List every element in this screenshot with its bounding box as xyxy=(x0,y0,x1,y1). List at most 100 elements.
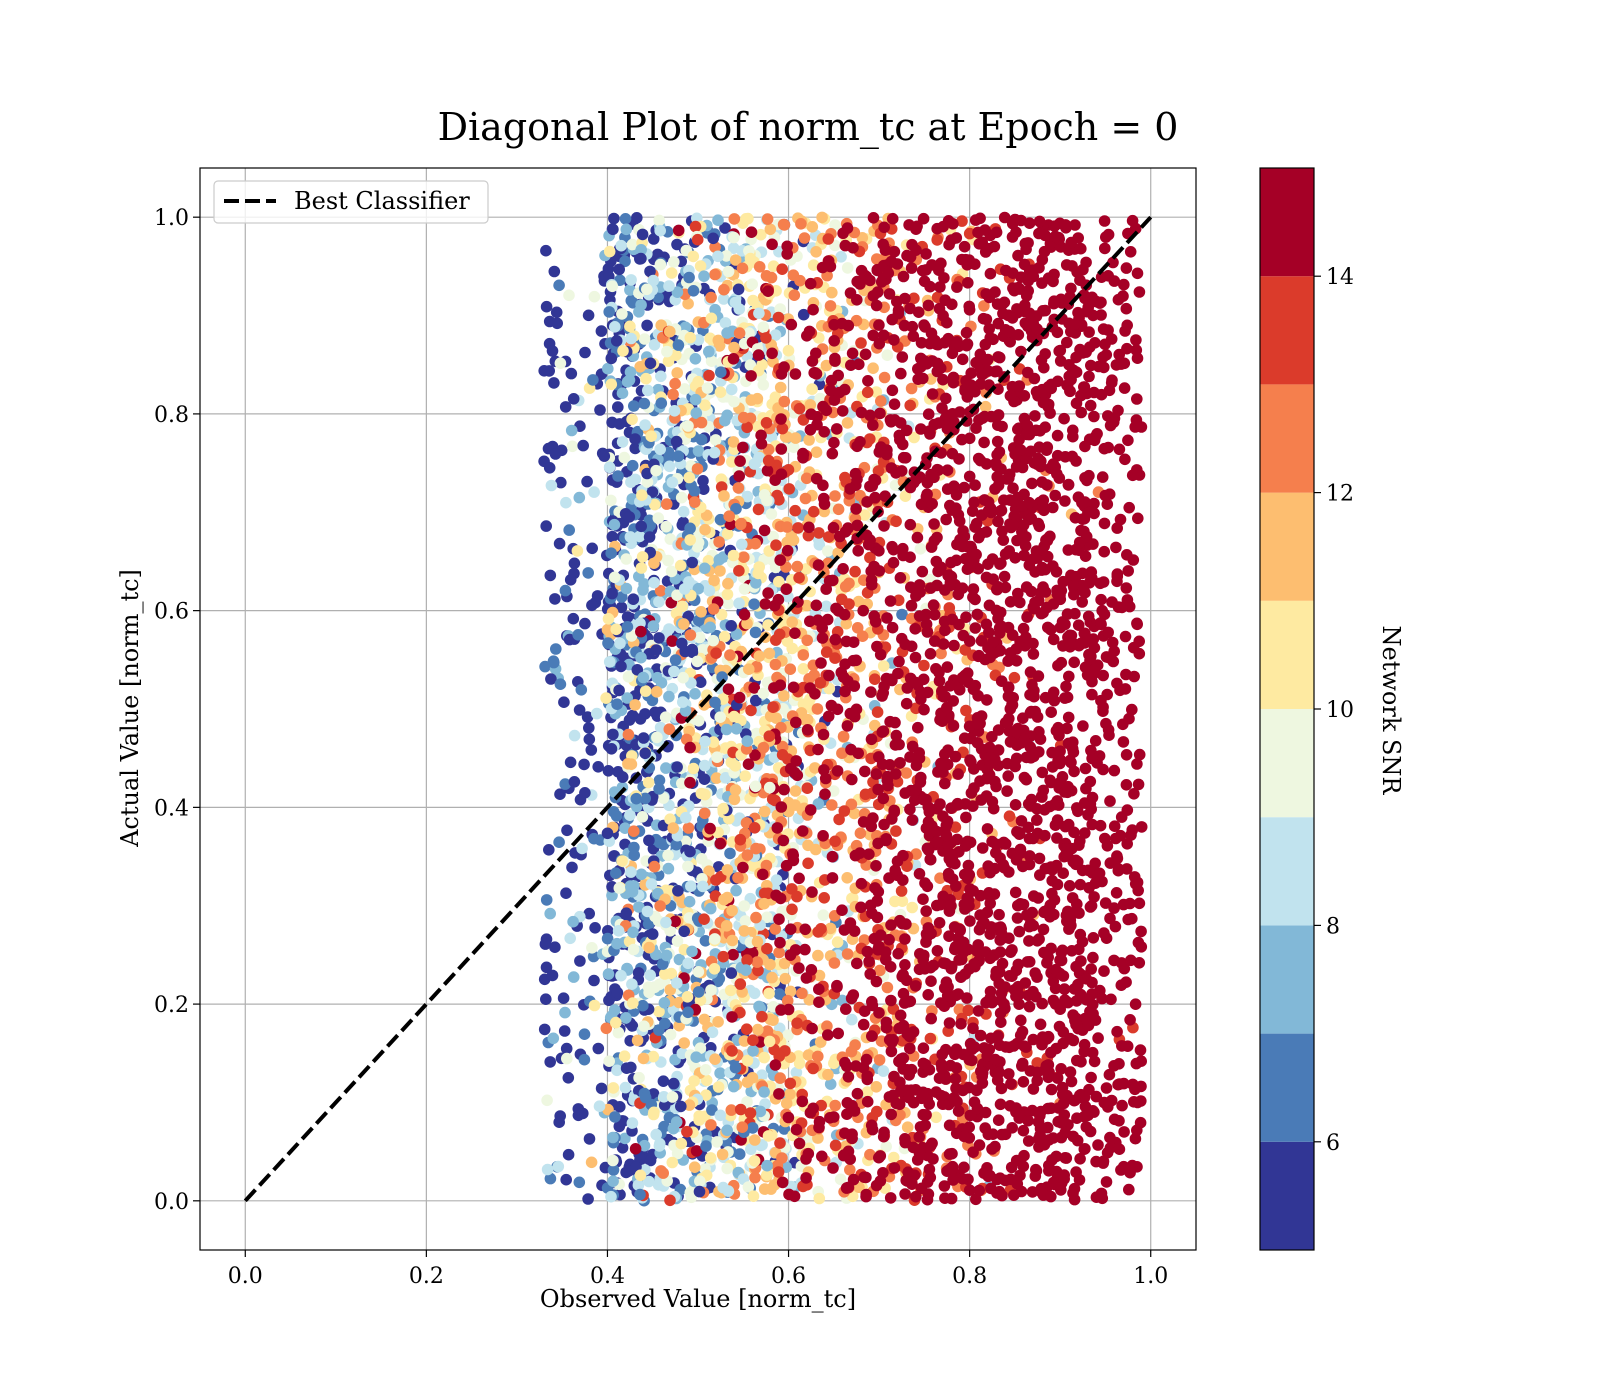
scatter-point xyxy=(1009,760,1021,773)
scatter-point xyxy=(899,490,912,503)
scatter-point xyxy=(871,706,884,718)
scatter-point xyxy=(835,250,847,263)
scatter-point xyxy=(793,872,805,885)
scatter-point xyxy=(893,655,905,668)
scatter-point xyxy=(885,673,897,686)
scatter-point xyxy=(756,358,768,371)
scatter-point xyxy=(1003,1068,1015,1080)
scatter-point xyxy=(920,264,932,276)
scatter-point xyxy=(952,768,964,780)
scatter-point xyxy=(662,355,675,368)
scatter-point xyxy=(815,657,827,669)
scatter-point xyxy=(619,838,631,851)
scatter-point xyxy=(803,521,815,534)
scatter-point xyxy=(647,1050,660,1063)
scatter-point xyxy=(811,703,824,715)
scatter-point xyxy=(983,291,996,304)
scatter-point xyxy=(948,639,960,652)
scatter-point xyxy=(719,222,731,234)
scatter-point xyxy=(826,850,839,863)
scatter-point xyxy=(854,827,867,839)
scatter-point xyxy=(921,880,934,893)
scatter-point xyxy=(1047,501,1059,514)
scatter-point xyxy=(913,1147,926,1159)
scatter-point xyxy=(1036,997,1048,1010)
scatter-point xyxy=(1047,686,1060,699)
scatter-point xyxy=(828,436,840,449)
scatter-point xyxy=(682,297,694,310)
scatter-point xyxy=(540,993,552,1005)
scatter-point xyxy=(841,720,854,732)
scatter-point xyxy=(968,958,980,970)
scatter-point xyxy=(636,811,649,823)
scatter-point xyxy=(549,448,562,460)
scatter-point xyxy=(789,627,801,639)
scatter-point xyxy=(889,768,902,780)
scatter-point xyxy=(687,250,700,263)
scatter-point xyxy=(741,490,754,503)
scatter-point xyxy=(684,741,696,754)
scatter-point xyxy=(829,490,841,502)
scatter-point xyxy=(1085,963,1097,975)
scatter-point xyxy=(846,347,859,360)
scatter-point xyxy=(1059,495,1071,507)
scatter-point xyxy=(906,814,919,826)
scatter-point xyxy=(851,1087,864,1100)
scatter-point xyxy=(1003,810,1016,822)
scatter-point xyxy=(889,864,901,877)
scatter-point xyxy=(729,254,742,266)
scatter-point xyxy=(897,874,909,886)
scatter-point xyxy=(1035,354,1048,366)
scatter-point xyxy=(981,823,994,835)
scatter-point xyxy=(664,1028,677,1041)
scatter-point xyxy=(557,992,570,1004)
scatter-point xyxy=(940,1043,952,1056)
scatter-point xyxy=(621,692,633,704)
scatter-point xyxy=(1101,498,1114,511)
scatter-point xyxy=(653,214,665,227)
scatter-point xyxy=(947,376,960,389)
scatter-point xyxy=(1018,390,1031,402)
scatter-point xyxy=(913,610,926,622)
scatter-point xyxy=(885,462,898,474)
scatter-point xyxy=(1062,711,1075,724)
scatter-point xyxy=(705,1042,717,1054)
scatter-point xyxy=(1064,385,1076,398)
scatter-point xyxy=(855,337,867,349)
scatter-point xyxy=(765,508,778,520)
scatter-point xyxy=(904,518,917,531)
scatter-point xyxy=(1115,979,1128,991)
scatter-point xyxy=(565,367,578,380)
scatter-point xyxy=(758,524,771,537)
scatter-point xyxy=(917,953,929,966)
scatter-point xyxy=(784,985,797,998)
scatter-point xyxy=(1004,1173,1017,1186)
scatter-point xyxy=(914,543,927,555)
scatter-point xyxy=(873,545,885,557)
scatter-point xyxy=(928,471,940,484)
scatter-point xyxy=(939,624,951,637)
scatter-point xyxy=(839,580,852,593)
scatter-point xyxy=(677,505,690,518)
scatter-point xyxy=(806,1022,818,1035)
scatter-point xyxy=(942,867,955,880)
scatter-point xyxy=(979,1106,992,1119)
scatter-point xyxy=(733,470,745,482)
scatter-point xyxy=(857,604,869,617)
scatter-point xyxy=(863,955,875,968)
scatter-point xyxy=(1094,819,1107,832)
scatter-point xyxy=(878,221,890,234)
scatter-point xyxy=(899,787,911,799)
scatter-point xyxy=(541,1094,553,1107)
scatter-point xyxy=(1068,656,1080,669)
scatter-point xyxy=(774,1137,786,1149)
scatter-point xyxy=(990,780,1002,793)
scatter-point xyxy=(633,306,645,318)
scatter-point xyxy=(766,347,778,360)
scatter-point xyxy=(783,1188,795,1201)
scatter-point xyxy=(888,334,900,346)
scatter-point xyxy=(1044,530,1056,543)
scatter-point xyxy=(1060,680,1072,693)
scatter-point xyxy=(697,483,710,496)
scatter-point xyxy=(946,347,959,360)
